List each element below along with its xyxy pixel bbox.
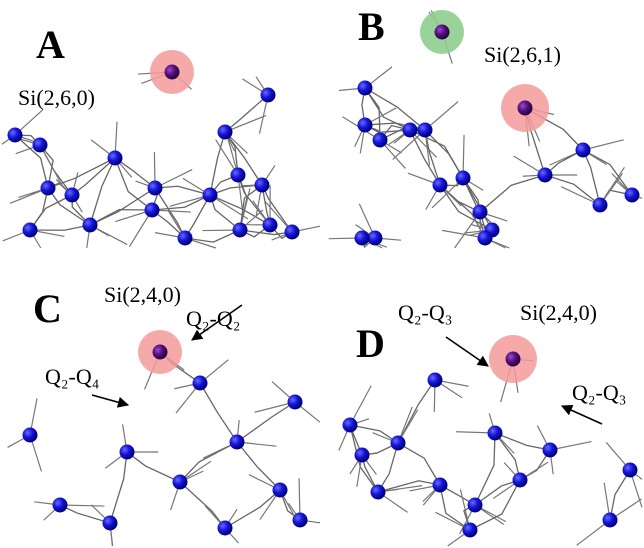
bond bbox=[378, 443, 398, 492]
atom bbox=[538, 168, 553, 183]
bond bbox=[610, 470, 630, 520]
atom bbox=[463, 523, 478, 538]
atom bbox=[153, 345, 168, 360]
atom bbox=[513, 473, 528, 488]
atom bbox=[603, 513, 618, 528]
annotation: Si(2,6,0) bbox=[18, 85, 95, 110]
annotation: Si(2,6,1) bbox=[484, 42, 561, 67]
atom bbox=[8, 128, 23, 143]
bond bbox=[90, 210, 152, 225]
atom bbox=[518, 101, 533, 116]
atom bbox=[148, 181, 163, 196]
panel-label: A bbox=[36, 22, 65, 67]
bond bbox=[210, 185, 262, 195]
annotation: Q₂-Q₃ bbox=[572, 380, 626, 405]
atom bbox=[173, 475, 188, 490]
atom bbox=[473, 205, 488, 220]
atom bbox=[83, 218, 98, 233]
atom bbox=[23, 428, 38, 443]
atom bbox=[358, 118, 373, 133]
bond bbox=[237, 442, 280, 490]
bond bbox=[30, 195, 72, 230]
atom bbox=[488, 426, 503, 441]
figure: A Si(2,6,0) B Si(2,6,1) C Si(2,4,0) Q₂-Q… bbox=[0, 0, 644, 548]
atom bbox=[623, 463, 638, 478]
atom bbox=[593, 198, 608, 213]
bond bbox=[398, 443, 440, 485]
atom bbox=[231, 168, 246, 183]
bond bbox=[225, 490, 280, 528]
bond bbox=[30, 225, 90, 230]
atom bbox=[478, 231, 493, 246]
atom bbox=[165, 65, 180, 80]
annotation: Q₂-Q₃ bbox=[398, 300, 452, 325]
atom bbox=[468, 498, 483, 513]
annotation: Q₂-Q₂ bbox=[186, 306, 240, 331]
atom bbox=[403, 123, 418, 138]
atom bbox=[23, 223, 38, 238]
bond bbox=[495, 433, 520, 480]
atom bbox=[576, 143, 591, 158]
atom bbox=[145, 203, 160, 218]
panel-label: D bbox=[356, 321, 385, 366]
atom bbox=[178, 231, 193, 246]
atom bbox=[230, 435, 245, 450]
atom bbox=[343, 418, 358, 433]
atom bbox=[625, 188, 640, 203]
atom bbox=[65, 188, 80, 203]
atom bbox=[203, 188, 218, 203]
atom bbox=[53, 498, 68, 513]
bond bbox=[240, 185, 262, 230]
atom bbox=[428, 373, 443, 388]
annotation: Q₂-Q₄ bbox=[45, 364, 99, 389]
atom bbox=[285, 225, 300, 240]
atom bbox=[358, 81, 373, 96]
panel-label: C bbox=[33, 286, 62, 331]
atom bbox=[391, 436, 406, 451]
atom bbox=[288, 395, 303, 410]
arrow bbox=[446, 337, 488, 366]
atom bbox=[255, 178, 270, 193]
bond bbox=[480, 175, 545, 212]
atom bbox=[355, 231, 370, 246]
atom bbox=[433, 478, 448, 493]
atom bbox=[103, 516, 118, 531]
panel-label: B bbox=[358, 4, 385, 49]
atom bbox=[33, 138, 48, 153]
atom bbox=[261, 88, 276, 103]
bond bbox=[475, 433, 495, 505]
atom bbox=[193, 376, 208, 391]
atom bbox=[293, 513, 308, 528]
atom bbox=[120, 445, 135, 460]
atom bbox=[543, 443, 558, 458]
atom bbox=[435, 25, 450, 40]
atom bbox=[233, 223, 248, 238]
bonds bbox=[2, 10, 642, 546]
atom bbox=[418, 123, 433, 138]
atom bbox=[433, 178, 448, 193]
atom bbox=[506, 352, 521, 367]
bond bbox=[425, 130, 463, 178]
bond bbox=[237, 402, 295, 442]
annotation: Si(2,4,0) bbox=[104, 282, 181, 307]
arrow bbox=[562, 406, 602, 424]
bond bbox=[127, 452, 180, 482]
annotation: Si(2,4,0) bbox=[520, 300, 597, 325]
atom bbox=[108, 151, 123, 166]
atom bbox=[456, 171, 471, 186]
atom bbox=[273, 483, 288, 498]
atom bbox=[41, 181, 56, 196]
bond bbox=[410, 130, 440, 185]
atom bbox=[368, 231, 383, 246]
bond bbox=[60, 505, 110, 523]
atom bbox=[371, 485, 386, 500]
atom bbox=[218, 521, 233, 536]
bond bbox=[200, 383, 237, 442]
arrow bbox=[92, 395, 128, 405]
bond bbox=[210, 195, 270, 225]
atom bbox=[373, 133, 388, 148]
atom bbox=[218, 125, 233, 140]
atom bbox=[263, 218, 278, 233]
atom bbox=[355, 448, 370, 463]
